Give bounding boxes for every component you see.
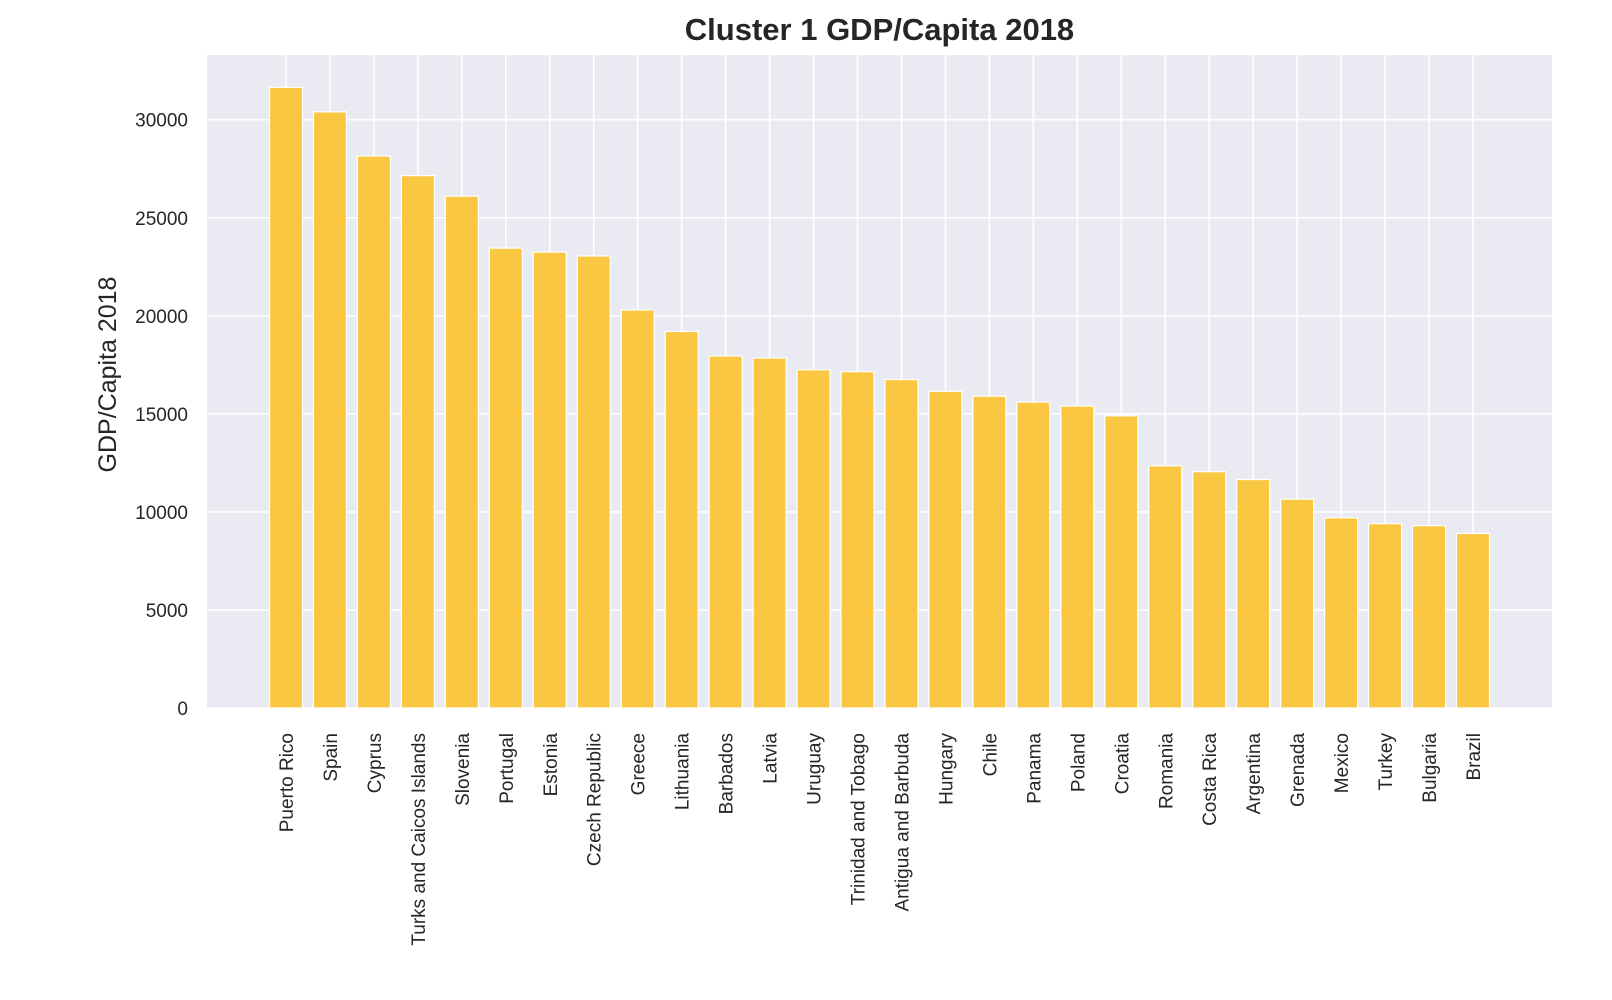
x-tick-label: Croatia <box>1112 733 1133 795</box>
y-tick-label: 0 <box>177 699 188 720</box>
bar-slovenia <box>444 195 479 709</box>
x-tick-label: Argentina <box>1244 733 1265 815</box>
bar-chile <box>972 395 1007 709</box>
bar-puerto-rico <box>268 86 304 709</box>
bar-turks-and-caicos-islands <box>400 174 435 709</box>
x-tick-label: Brazil <box>1464 733 1485 781</box>
x-tick-label: Turkey <box>1376 733 1397 791</box>
x-tick-label: Puerto Rico <box>277 733 298 832</box>
bar-latvia <box>752 357 787 709</box>
bar-trinidad-and-tobago <box>840 371 875 709</box>
y-tick-label: 25000 <box>135 209 188 230</box>
bar-lithuania <box>664 330 699 709</box>
x-tick-label: Chile <box>980 733 1001 776</box>
x-tick-label: Bulgaria <box>1420 733 1441 803</box>
bar-brazil <box>1455 532 1491 709</box>
bar-hungary <box>928 390 963 709</box>
x-tick-label: Slovenia <box>453 733 474 806</box>
bar-turkey <box>1367 523 1403 709</box>
y-tick-labels: 0 5000 10000 15000 20000 25000 30000 <box>135 111 188 720</box>
bar-estonia <box>532 251 567 709</box>
x-tick-label: Latvia <box>761 733 782 784</box>
x-tick-label: Mexico <box>1332 733 1353 793</box>
x-tick-label: Estonia <box>541 733 562 797</box>
bar-barbados <box>708 355 743 709</box>
bar-portugal <box>488 247 523 709</box>
chart-title: Cluster 1 GDP/Capita 2018 <box>685 12 1074 47</box>
x-tick-label: Barbados <box>717 733 738 814</box>
x-tick-label: Costa Rica <box>1200 733 1221 826</box>
bar-uruguay <box>796 369 831 709</box>
bar-czech-republic <box>576 255 611 709</box>
x-tick-label: Spain <box>321 733 342 782</box>
bar-mexico <box>1324 517 1359 709</box>
x-tick-label: Portugal <box>497 733 518 804</box>
x-tick-label: Romania <box>1156 733 1177 809</box>
y-axis-label: GDP/Capita 2018 <box>94 277 122 473</box>
x-tick-label: Lithuania <box>673 733 694 811</box>
bar-bulgaria <box>1411 525 1447 709</box>
bar-spain <box>312 111 348 709</box>
y-tick-label: 15000 <box>135 405 188 426</box>
bar-poland <box>1060 405 1095 709</box>
x-tick-label: Trinidad and Tobago <box>849 733 870 905</box>
y-tick-label: 20000 <box>135 307 188 328</box>
bar-grenada <box>1280 498 1315 709</box>
x-tick-label: Poland <box>1068 733 1089 792</box>
y-tick-label: 30000 <box>135 111 188 132</box>
bar-cyprus <box>356 155 392 709</box>
bar-greece <box>620 309 655 709</box>
bar-antigua-and-barbuda <box>884 378 919 709</box>
bars <box>268 86 1491 709</box>
x-tick-label: Czech Republic <box>585 733 606 866</box>
x-tick-label: Antigua and Barbuda <box>892 733 913 912</box>
x-tick-label: Cyprus <box>365 733 386 793</box>
x-tick-label: Uruguay <box>805 733 826 805</box>
x-tick-labels: Puerto Rico Spain Cyprus Turks and Caicos I… <box>277 733 1485 946</box>
x-tick-label: Turks and Caicos Islands <box>409 733 430 946</box>
x-tick-label: Grenada <box>1288 733 1309 807</box>
x-tick-label: Panama <box>1024 733 1045 804</box>
bar-romania <box>1148 465 1183 709</box>
x-tick-label: Hungary <box>936 733 957 805</box>
bar-costa-rica <box>1192 471 1227 709</box>
y-tick-label: 10000 <box>135 503 188 524</box>
bar-croatia <box>1104 415 1139 709</box>
y-tick-label: 5000 <box>146 601 188 622</box>
bar-panama <box>1016 401 1051 709</box>
bar-argentina <box>1236 478 1271 709</box>
x-tick-label: Greece <box>629 733 650 795</box>
